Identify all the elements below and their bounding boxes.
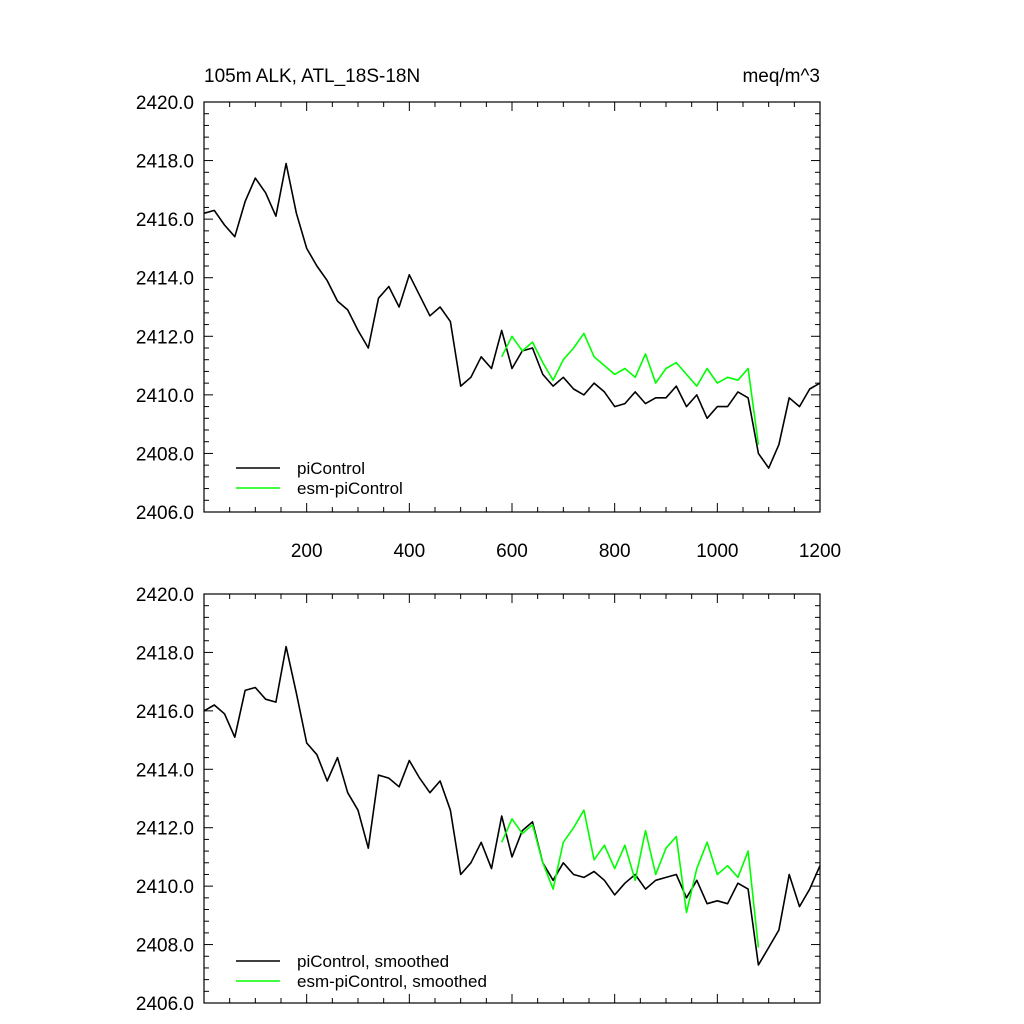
y-tick-label: 2418.0 — [136, 643, 194, 664]
series-line-picontrol — [203, 645, 821, 966]
y-tick-label: 2412.0 — [136, 327, 194, 348]
y-tick-label: 2418.0 — [136, 152, 194, 173]
legend-label: esm-piControl — [297, 479, 403, 498]
plot-frame — [203, 593, 821, 1004]
y-tick-label: 2420.0 — [136, 585, 194, 606]
chart-title: 105m ALK, ATL_18S-18N — [204, 66, 420, 87]
series-line-picontrol — [203, 162, 821, 469]
plot-frame — [203, 101, 821, 513]
x-tick-label: 200 — [291, 541, 323, 562]
y-tick-label: 2416.0 — [136, 702, 194, 723]
y-tick-label: 2414.0 — [136, 269, 194, 290]
legend-label: piControl — [297, 459, 365, 478]
y-tick-label: 2406.0 — [136, 503, 194, 524]
units-label: meq/m^3 — [742, 66, 820, 87]
y-tick-label: 2414.0 — [136, 760, 194, 781]
x-tick-label: 800 — [599, 541, 631, 562]
y-tick-label: 2408.0 — [136, 936, 194, 957]
series-line-esm-picontrol — [500, 332, 760, 445]
y-tick-label: 2408.0 — [136, 444, 194, 465]
y-tick-label: 2412.0 — [136, 819, 194, 840]
series-line-esm-picontrol — [500, 809, 760, 948]
bottom-panel: 2406.0 2408.0 2410.0 2412.0 2414.0 2416.0 2418… — [136, 585, 821, 1015]
x-tick-label: 1200 — [799, 541, 841, 562]
top-panel: 105m ALK, ATL_18S-18N meq/m^3 2406.0 2408… — [136, 66, 841, 562]
y-tick-label: 2410.0 — [136, 386, 194, 407]
y-tick-label: 2406.0 — [136, 994, 194, 1015]
x-tick-label: 400 — [393, 541, 425, 562]
y-tick-label: 2410.0 — [136, 877, 194, 898]
legend-label: piControl, smoothed — [297, 952, 449, 971]
y-tick-label: 2416.0 — [136, 210, 194, 231]
x-tick-label: 1000 — [696, 541, 738, 562]
x-tick-label: 600 — [496, 541, 528, 562]
legend-label: esm-piControl, smoothed — [297, 972, 487, 991]
y-tick-label: 2420.0 — [136, 93, 194, 114]
